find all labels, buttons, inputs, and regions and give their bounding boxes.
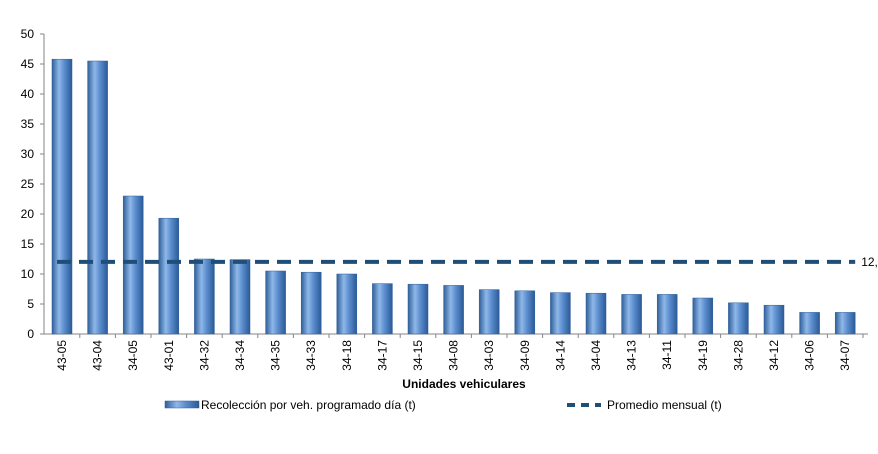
x-tick-label: 34-32 xyxy=(197,340,211,371)
y-tick-label: 25 xyxy=(21,177,35,191)
y-tick-label: 45 xyxy=(21,57,35,71)
y-tick-label: 5 xyxy=(27,297,34,311)
bar-34-32 xyxy=(194,258,215,335)
x-axis-title: Unidades vehiculares xyxy=(402,377,526,391)
x-tick-label: 43-01 xyxy=(162,340,176,371)
x-tick-label: 34-14 xyxy=(553,340,567,371)
bar-34-06 xyxy=(799,312,820,335)
bar-43-04 xyxy=(87,60,108,335)
bar-series xyxy=(51,58,856,335)
y-axis-ticks: 0 5 10 15 20 25 30 35 40 45 50 xyxy=(21,27,44,341)
bar-43-05 xyxy=(51,58,73,335)
x-axis-ticks: 43-05 43-04 34-05 43-01 34-32 34-34 34-35 34-33… xyxy=(55,334,864,371)
bar-34-13 xyxy=(621,294,642,335)
x-tick-label: 34-19 xyxy=(696,340,710,371)
y-tick-label: 10 xyxy=(21,267,35,281)
bar-34-12 xyxy=(763,304,785,335)
legend: Recolección por veh. programado día (t) … xyxy=(164,398,722,412)
y-tick-label: 0 xyxy=(27,327,34,341)
bar-34-33 xyxy=(300,271,322,335)
bar-34-09 xyxy=(514,290,536,335)
bar-34-28 xyxy=(728,302,749,335)
bar-34-07 xyxy=(834,312,856,335)
average-value-label: 12,02 xyxy=(861,255,878,269)
bar-34-11 xyxy=(656,294,678,335)
x-tick-label: 34-08 xyxy=(447,340,461,371)
y-tick-label: 40 xyxy=(21,87,35,101)
x-tick-label: 34-04 xyxy=(589,340,603,371)
x-tick-label: 34-11 xyxy=(660,340,674,370)
x-tick-label: 34-33 xyxy=(304,340,318,371)
x-tick-label: 43-04 xyxy=(91,340,105,371)
bar-34-08 xyxy=(443,285,464,335)
bar-34-14 xyxy=(550,292,571,335)
y-tick-label: 20 xyxy=(21,207,35,221)
bar-34-17 xyxy=(372,283,393,335)
x-tick-label: 34-15 xyxy=(411,340,425,371)
y-tick-label: 30 xyxy=(21,147,35,161)
bar-34-19 xyxy=(692,297,714,335)
bar-34-18 xyxy=(336,273,358,335)
x-tick-label: 34-13 xyxy=(625,340,639,371)
x-tick-label: 34-03 xyxy=(482,340,496,371)
legend-bar-label: Recolección por veh. programado día (t) xyxy=(201,398,416,412)
x-tick-label: 34-17 xyxy=(375,340,389,371)
bar-34-35 xyxy=(265,270,286,335)
x-tick-label: 43-05 xyxy=(55,340,69,371)
x-tick-label: 34-12 xyxy=(767,340,781,371)
bar-34-15 xyxy=(407,283,429,335)
legend-line-label: Promedio mensual (t) xyxy=(607,398,722,412)
bar-34-04 xyxy=(585,292,607,335)
y-tick-label: 50 xyxy=(21,27,35,41)
y-tick-label: 35 xyxy=(21,117,35,131)
bar-43-01 xyxy=(158,217,180,335)
x-tick-label: 34-28 xyxy=(731,340,745,371)
x-tick-label: 34-35 xyxy=(269,340,283,371)
x-tick-label: 34-06 xyxy=(803,340,817,371)
x-tick-label: 34-34 xyxy=(233,340,247,371)
bar-34-34 xyxy=(229,259,251,335)
bar-34-03 xyxy=(478,289,500,335)
y-tick-label: 15 xyxy=(21,237,35,251)
legend-bar-swatch xyxy=(164,400,200,409)
x-tick-label: 34-07 xyxy=(838,340,852,371)
bar-34-05 xyxy=(122,195,144,335)
x-tick-label: 34-05 xyxy=(126,340,140,371)
x-tick-label: 34-18 xyxy=(340,340,354,371)
x-tick-label: 34-09 xyxy=(518,340,532,371)
